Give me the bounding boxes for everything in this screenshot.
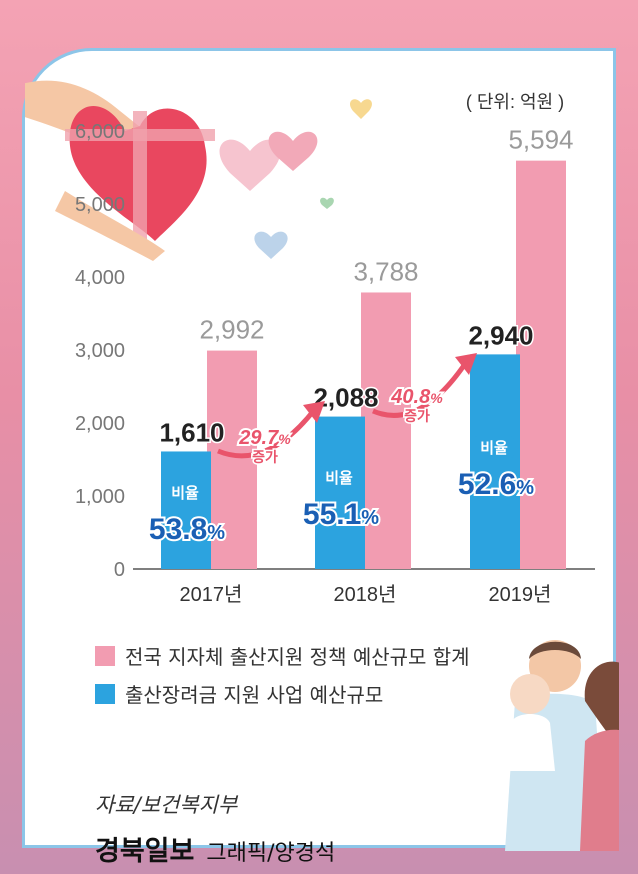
y-tick-label: 1,000 <box>75 486 125 508</box>
legend-swatch-pink <box>95 645 115 666</box>
value-label-total: 5,594 <box>508 125 573 155</box>
ratio-badge <box>165 481 205 503</box>
increase-label: 증가 <box>404 409 430 425</box>
ratio-badge <box>319 466 359 488</box>
x-tick-label: 2018년 <box>334 583 397 606</box>
increase-arrow-head <box>303 401 325 423</box>
value-label-bonus: 2,088 <box>313 383 378 413</box>
increase-label: 증가 <box>252 450 278 466</box>
source-note: 자료/보건복지부 <box>95 793 238 817</box>
ratio-value: 53.8% <box>149 513 225 546</box>
ratio-value: 55.1% <box>303 498 379 531</box>
legend-label-bonus: 출산장려금 지원 사업 예산규모 <box>125 683 384 707</box>
ratio-value: 52.6% <box>458 468 534 501</box>
ratio-number: 52.6 <box>458 468 516 501</box>
y-tick-label: 2,000 <box>75 413 125 435</box>
heart-gift-illustration <box>25 80 215 261</box>
increase-value: 40.8% <box>390 386 443 408</box>
value-label-bonus: 2,940 <box>468 320 533 350</box>
value-label-total: 2,992 <box>199 315 264 345</box>
infographic-panel: ( 단위: 억원 ) 0 1,000 2,000 3,000 4,000 5,000 6,00… <box>22 48 619 867</box>
legend-item-total: 전국 지자체 출산지원 정책 예산규모 합계 <box>95 641 470 670</box>
ratio-title: 비율 <box>480 439 508 457</box>
ratio-number: 55.1 <box>303 498 361 531</box>
increase-arrow <box>217 407 317 459</box>
ratio-unit: % <box>516 477 534 499</box>
floating-hearts-decoration <box>219 99 372 259</box>
bar-total <box>516 160 566 569</box>
increase-number: 29.7 <box>238 427 279 449</box>
bar-bonus <box>470 354 520 569</box>
publisher-name: 경북일보 <box>95 836 195 867</box>
ratio-title: 비율 <box>171 484 199 502</box>
legend-swatch-blue <box>95 683 115 704</box>
increase-unit: % <box>278 431 291 447</box>
legend-item-bonus: 출산장려금 지원 사업 예산규모 <box>95 679 383 708</box>
increase-value: 29.7% <box>238 427 291 449</box>
x-tick-label: 2017년 <box>180 583 243 606</box>
unit-label: ( 단위: 억원 ) <box>466 92 564 112</box>
increase-arrow-head <box>455 353 477 375</box>
y-tick-label: 4,000 <box>75 267 125 289</box>
increase-arrow <box>372 359 470 418</box>
ratio-unit: % <box>207 522 225 544</box>
ratio-number: 53.8 <box>149 513 207 546</box>
bar-bonus <box>161 451 211 569</box>
bar-total <box>207 350 257 569</box>
bar-bonus <box>315 416 365 569</box>
value-label-total: 3,788 <box>353 256 418 286</box>
x-tick-label: 2019년 <box>489 583 552 606</box>
y-tick-label: 0 <box>114 559 125 581</box>
y-tick-label: 3,000 <box>75 340 125 362</box>
ratio-title: 비율 <box>325 469 353 487</box>
increase-unit: % <box>430 390 443 406</box>
value-label-bonus: 1,610 <box>159 417 224 447</box>
y-tick-label: 5,000 <box>75 194 125 216</box>
ratio-badge <box>474 436 514 458</box>
bar-chart: ( 단위: 억원 ) 0 1,000 2,000 3,000 4,000 5,000 6,00… <box>25 80 595 606</box>
graphic-credit: 그래픽/양경석 <box>206 841 336 866</box>
credit-line: 경북일보 그래픽/양경석 <box>95 829 335 868</box>
legend-label-total: 전국 지자체 출산지원 정책 예산규모 합계 <box>125 645 470 669</box>
bar-total <box>361 292 411 569</box>
ratio-unit: % <box>361 507 379 529</box>
increase-number: 40.8 <box>390 386 431 408</box>
y-tick-label: 6,000 <box>75 121 125 143</box>
